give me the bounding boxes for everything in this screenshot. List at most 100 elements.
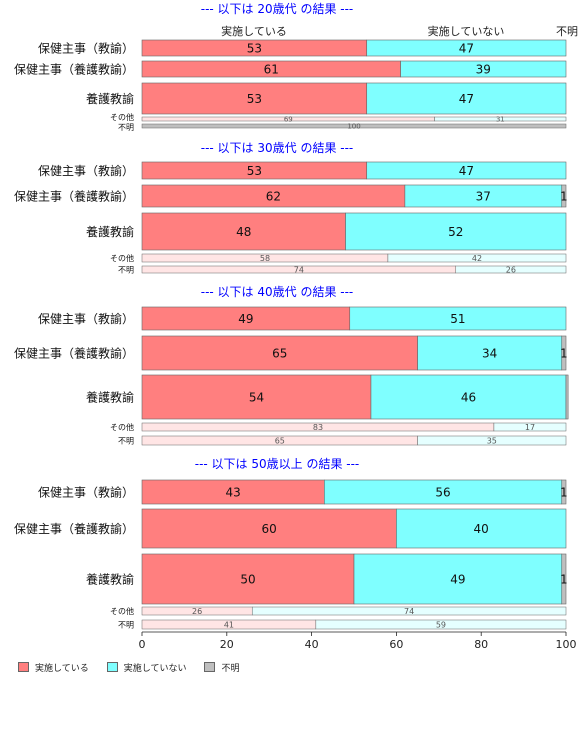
x-tick-label: 60 <box>389 638 403 651</box>
row-label: 不明 <box>118 265 134 274</box>
bar-value-label: 53 <box>247 92 262 106</box>
column-header-unknown: 不明 <box>556 25 578 38</box>
bar-segment <box>417 435 567 446</box>
legend-item-unknown: 不明 <box>204 661 239 674</box>
bar-segment <box>366 39 567 57</box>
bar-segment <box>349 306 567 331</box>
row-label: 保健主事（教諭） <box>38 40 134 55</box>
bar-value-label: 65 <box>275 436 285 445</box>
bar-value-label: 39 <box>476 62 491 76</box>
bar-value-label: 50 <box>240 572 255 586</box>
bar-segment <box>141 123 567 129</box>
bar-value-label: 47 <box>459 164 474 178</box>
bar-value-label: 69 <box>284 116 293 124</box>
legend-swatch-no <box>106 662 118 672</box>
row-label: 保健主事（養護教諭） <box>14 188 134 203</box>
bar-segment <box>387 253 567 263</box>
bar-segment <box>565 374 569 420</box>
row-label: 保健主事（養護教諭） <box>14 345 134 360</box>
bar-segment <box>315 619 567 630</box>
bar-segment <box>141 212 346 251</box>
column-header-no: 実施していない <box>428 24 505 38</box>
bar-value-label: 65 <box>272 346 287 360</box>
bar-segment <box>434 116 567 122</box>
row-label: 保健主事（教諭） <box>38 311 134 326</box>
row-label: 保健主事（養護教諭） <box>14 521 134 536</box>
bar-value-label: 35 <box>487 436 497 445</box>
bar-segment <box>400 60 567 78</box>
panel-title: --- 以下は 50歳以上 の結果 --- <box>195 457 360 471</box>
x-tick-label: 0 <box>139 638 146 651</box>
bar-segment <box>345 212 567 251</box>
bar-value-label: 100 <box>347 123 360 131</box>
row-label: その他 <box>110 112 134 122</box>
bar-value-label: 61 <box>264 62 279 76</box>
bar-value-label: 62 <box>266 189 281 203</box>
bar-value-label: 34 <box>482 346 497 360</box>
bar-segment <box>493 422 567 432</box>
bar-segment <box>251 606 567 616</box>
row-label: 養護教諭 <box>86 91 134 106</box>
bar-segment <box>141 82 368 115</box>
legend-item-no: 実施していない <box>106 661 187 674</box>
legend-swatch-unknown <box>204 662 216 672</box>
bar-segment <box>417 335 563 371</box>
bar-value-label: 46 <box>461 390 476 404</box>
row-label: その他 <box>110 606 134 616</box>
bar-segment <box>141 508 397 549</box>
bar-value-label: 47 <box>459 92 474 106</box>
row-label: 保健主事（教諭） <box>38 163 134 178</box>
bar-segment <box>141 335 418 371</box>
legend-item-yes: 実施している <box>18 661 89 674</box>
bar-value-label: 48 <box>236 225 251 239</box>
bar-segment <box>324 479 563 505</box>
bar-segment <box>561 553 567 605</box>
bar-value-label: 1 <box>560 346 568 360</box>
bar-value-label: 54 <box>249 390 264 404</box>
row-label: その他 <box>110 422 134 432</box>
bar-value-label: 1 <box>560 189 568 203</box>
row-label: 保健主事（養護教諭） <box>14 61 134 76</box>
row-label: 養護教諭 <box>86 224 134 239</box>
bar-value-label: 17 <box>525 423 535 432</box>
bar-segment <box>561 479 567 505</box>
bar-segment <box>561 335 567 371</box>
bar-value-label: 51 <box>450 312 465 326</box>
panel-title: --- 以下は 40歳代 の結果 --- <box>201 285 354 299</box>
row-label: その他 <box>110 253 134 263</box>
bar-value-label: 26 <box>506 265 516 274</box>
legend-label-unknown: 不明 <box>221 663 240 674</box>
bar-value-label: 60 <box>262 522 277 536</box>
bar-segment <box>396 508 567 549</box>
bar-value-label: 59 <box>436 620 446 629</box>
bar-value-label: 43 <box>226 485 241 499</box>
x-tick-label: 20 <box>220 638 234 651</box>
bar-value-label: 1 <box>560 572 568 586</box>
bar-value-label: 53 <box>247 164 262 178</box>
row-label: 不明 <box>118 620 134 629</box>
column-header-yes: 実施している <box>221 24 287 38</box>
legend-label-no: 実施していない <box>123 663 187 674</box>
x-tick-label: 40 <box>305 638 319 651</box>
bar-value-label: 37 <box>476 189 491 203</box>
bar-value-label: 83 <box>313 423 323 432</box>
bar-segment <box>455 265 567 274</box>
bar-value-label: 26 <box>192 607 202 616</box>
row-label: 不明 <box>118 436 134 445</box>
bar-segment <box>141 553 355 605</box>
bar-segment <box>366 82 567 115</box>
legend: 実施している 実施していない 不明 <box>18 660 257 674</box>
row-label: 養護教諭 <box>86 571 134 586</box>
bar-value-label: 40 <box>474 522 489 536</box>
bar-value-label: 53 <box>247 41 262 55</box>
legend-swatch-yes <box>18 662 29 672</box>
x-tick-label: 80 <box>474 638 488 651</box>
bar-segment <box>353 553 563 605</box>
bar-value-label: 74 <box>404 607 414 616</box>
bar-value-label: 74 <box>294 265 304 274</box>
panel-title: --- 以下は 30歳代 の結果 --- <box>201 141 354 155</box>
bar-segment <box>370 374 567 420</box>
bar-value-label: 47 <box>459 41 474 55</box>
bar-value-label: 56 <box>435 485 450 499</box>
